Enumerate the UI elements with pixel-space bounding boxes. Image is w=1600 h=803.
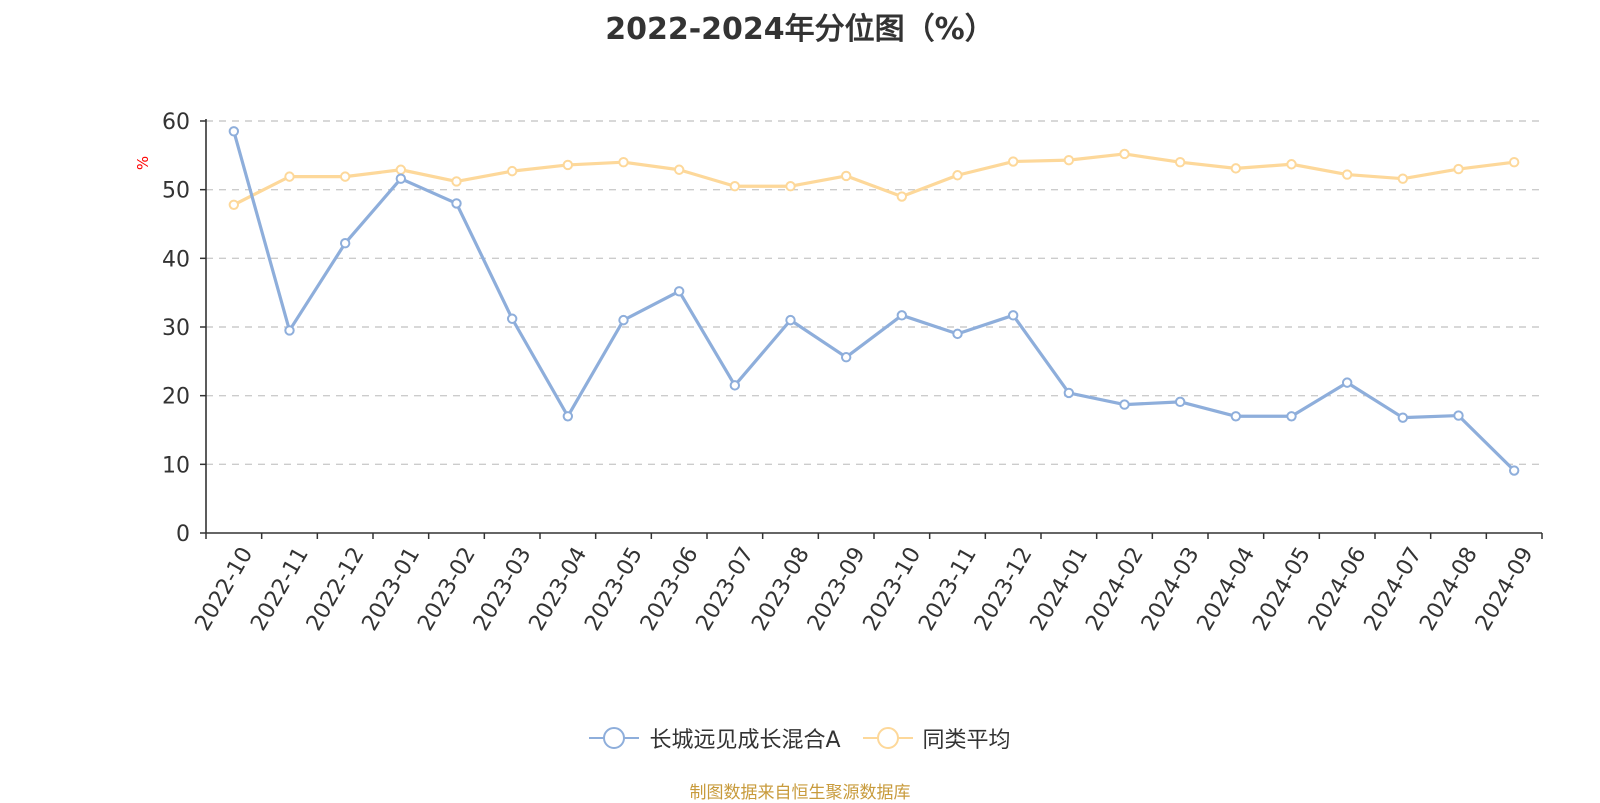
series-1-point-2023-09 xyxy=(840,352,852,363)
series-1-point-2023-11 xyxy=(952,328,963,340)
y-tick-label-60: 60 xyxy=(162,110,190,135)
series-1-point-2023-04 xyxy=(562,411,574,422)
series-2-point-2023-12 xyxy=(1007,156,1019,167)
series-2-point-2023-07 xyxy=(729,181,741,192)
series-1-point-2023-10 xyxy=(896,310,908,321)
series-1-point-2024-02 xyxy=(1119,399,1130,410)
series-2-point-2022-11 xyxy=(284,171,295,182)
series-1-point-2023-03 xyxy=(506,313,518,324)
series-2-point-2023-03 xyxy=(506,165,518,177)
chart-title: 2022-2024年分位图（%） xyxy=(605,12,995,47)
legend-item-series-2[interactable]: 同类平均 xyxy=(862,722,1011,754)
series-2-point-2022-10 xyxy=(228,199,240,210)
series-1-point-2023-01 xyxy=(395,173,407,184)
series-1-point-2022-10 xyxy=(228,126,240,137)
series-2-point-2024-06 xyxy=(1341,169,1353,180)
series-2-point-2024-03 xyxy=(1174,157,1186,168)
series-2-point-2024-02 xyxy=(1119,148,1130,160)
y-axis-label: % xyxy=(134,156,152,170)
series-2-point-2024-05 xyxy=(1286,159,1297,170)
legend-marker-series-1 xyxy=(589,726,640,750)
legend: 长城远见成长混合A 同类平均 xyxy=(0,722,1600,754)
legend-item-series-1[interactable]: 长城远见成长混合A xyxy=(589,722,841,754)
axes xyxy=(200,119,1543,539)
series-1-point-2024-08 xyxy=(1453,410,1464,421)
series-2-point-2024-04 xyxy=(1230,163,1242,174)
series-2-point-2023-09 xyxy=(840,170,852,182)
legend-label-series-1: 长城远见成长混合A xyxy=(649,728,841,753)
series-1-point-2023-06 xyxy=(673,286,685,297)
series-2-point-2022-12 xyxy=(339,171,351,182)
series-line-2 xyxy=(233,152,1515,207)
series-lines xyxy=(228,126,1520,476)
y-tick-label-30: 30 xyxy=(162,316,190,341)
y-tick-label-40: 40 xyxy=(162,247,190,272)
series-2-point-2024-09 xyxy=(1508,157,1520,168)
y-tick-label-50: 50 xyxy=(162,179,190,204)
series-2-point-2023-10 xyxy=(896,191,908,202)
series-1-point-2024-06 xyxy=(1341,377,1353,388)
series-2-point-2023-05 xyxy=(618,157,629,168)
series-1-point-2023-05 xyxy=(618,314,629,326)
series-1-point-2024-04 xyxy=(1230,411,1242,422)
legend-marker-series-2 xyxy=(862,726,913,750)
series-1-point-2024-01 xyxy=(1063,387,1075,399)
series-1-point-2022-12 xyxy=(339,238,351,249)
source-note: 制图数据来自恒生聚源数据库 xyxy=(689,783,911,803)
series-2-point-2023-06 xyxy=(673,164,685,175)
series-2-point-2023-11 xyxy=(952,170,963,181)
tick-labels: 01020304050602022-102022-112022-122023-0… xyxy=(134,110,1539,635)
y-tick-label-20: 20 xyxy=(162,385,190,410)
series-1-point-2023-12 xyxy=(1007,310,1019,321)
series-1-point-2024-03 xyxy=(1174,396,1186,408)
series-2-point-2024-07 xyxy=(1397,173,1409,184)
series-1-point-2023-08 xyxy=(785,314,796,326)
series-2-point-2023-02 xyxy=(451,176,462,187)
series-1-point-2024-09 xyxy=(1508,465,1520,476)
series-2-point-2023-08 xyxy=(785,181,796,192)
y-tick-label-0: 0 xyxy=(176,522,190,547)
series-2-point-2024-01 xyxy=(1063,154,1075,166)
series-1-point-2024-07 xyxy=(1397,412,1409,423)
series-line-1 xyxy=(232,130,1516,472)
series-1-point-2024-05 xyxy=(1286,411,1297,422)
series-2-point-2023-01 xyxy=(395,164,407,175)
y-tick-label-10: 10 xyxy=(162,453,190,478)
legend-label-series-2: 同类平均 xyxy=(922,728,1011,753)
series-2-point-2024-08 xyxy=(1453,163,1464,175)
series-2-point-2023-04 xyxy=(562,159,574,171)
series-1-point-2023-02 xyxy=(451,198,462,209)
series-1-point-2022-11 xyxy=(284,325,295,336)
series-1-point-2023-07 xyxy=(729,380,741,391)
